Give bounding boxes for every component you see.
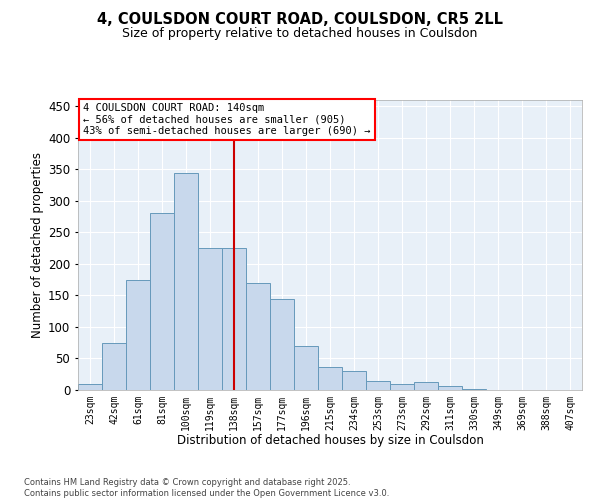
Bar (102, 342, 126, 390)
Bar (318, 366, 342, 390)
X-axis label: Distribution of detached houses by size in Coulsdon: Distribution of detached houses by size … (176, 434, 484, 448)
Text: 4, COULSDON COURT ROAD, COULSDON, CR5 2LL: 4, COULSDON COURT ROAD, COULSDON, CR5 2L… (97, 12, 503, 28)
Bar (438, 386, 462, 390)
Bar (174, 172, 198, 390)
Bar (198, 248, 222, 390)
Bar (150, 214, 174, 390)
Bar (270, 298, 294, 390)
Bar (366, 380, 390, 390)
Bar (390, 384, 414, 390)
Bar (342, 371, 366, 390)
Text: Contains HM Land Registry data © Crown copyright and database right 2025.
Contai: Contains HM Land Registry data © Crown c… (24, 478, 389, 498)
Bar (294, 346, 318, 390)
Text: 4 COULSDON COURT ROAD: 140sqm
← 56% of detached houses are smaller (905)
43% of : 4 COULSDON COURT ROAD: 140sqm ← 56% of d… (83, 103, 371, 136)
Bar (222, 248, 246, 390)
Bar (78, 384, 102, 390)
Bar (414, 382, 438, 390)
Bar (126, 280, 150, 390)
Bar (246, 283, 270, 390)
Bar (462, 388, 486, 390)
Y-axis label: Number of detached properties: Number of detached properties (31, 152, 44, 338)
Text: Size of property relative to detached houses in Coulsdon: Size of property relative to detached ho… (122, 28, 478, 40)
